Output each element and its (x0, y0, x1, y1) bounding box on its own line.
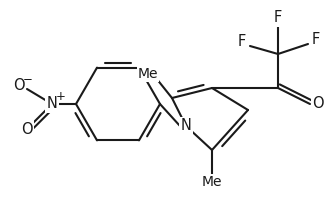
Text: O: O (21, 122, 33, 136)
Text: N: N (47, 96, 57, 112)
Text: F: F (274, 10, 282, 26)
Text: Me: Me (138, 67, 158, 81)
Text: F: F (312, 32, 320, 48)
Text: +: + (56, 91, 66, 103)
Text: O: O (13, 79, 25, 93)
Text: N: N (181, 119, 191, 133)
Text: F: F (238, 34, 246, 50)
Text: −: − (23, 72, 33, 85)
Text: Me: Me (202, 175, 222, 189)
Text: O: O (312, 96, 324, 112)
